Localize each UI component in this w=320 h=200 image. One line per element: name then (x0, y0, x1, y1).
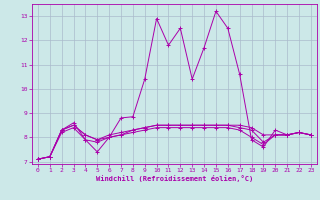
X-axis label: Windchill (Refroidissement éolien,°C): Windchill (Refroidissement éolien,°C) (96, 175, 253, 182)
